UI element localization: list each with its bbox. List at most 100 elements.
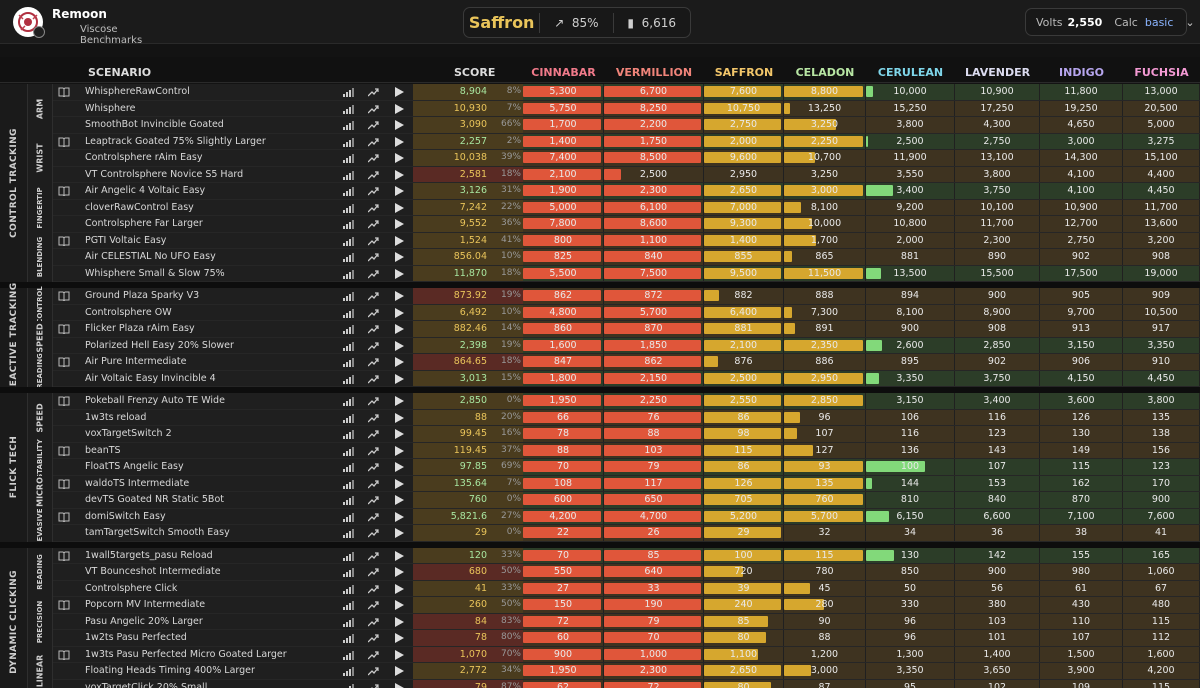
signal-icon[interactable] bbox=[343, 396, 354, 406]
play-icon[interactable] bbox=[395, 357, 406, 367]
guide-book-icon[interactable] bbox=[58, 396, 70, 407]
play-icon[interactable] bbox=[395, 103, 406, 114]
rank-header-cerulean[interactable]: CERULEAN bbox=[877, 66, 944, 79]
chevron-down-icon[interactable]: ⌄ bbox=[1185, 15, 1195, 29]
scenario-name[interactable]: 1w3ts Pasu Perfected Micro Goated Larger bbox=[85, 648, 287, 660]
scenario-name[interactable]: WhisphereRawControl bbox=[85, 86, 190, 97]
signal-icon[interactable] bbox=[343, 512, 354, 522]
scenario-name[interactable]: Pasu Angelic 20% Larger bbox=[85, 615, 203, 627]
rank-header-cinnabar[interactable]: CINNABAR bbox=[531, 66, 596, 79]
trend-chart-icon[interactable] bbox=[367, 650, 379, 660]
play-icon[interactable] bbox=[395, 666, 406, 676]
scenario-name[interactable]: domiSwitch Easy bbox=[85, 510, 166, 522]
signal-icon[interactable] bbox=[343, 120, 354, 130]
play-icon[interactable] bbox=[395, 649, 406, 660]
play-icon[interactable] bbox=[395, 307, 406, 318]
play-icon[interactable] bbox=[395, 291, 406, 301]
rank-header-lavender[interactable]: LAVENDER bbox=[964, 66, 1031, 79]
play-icon[interactable] bbox=[395, 120, 406, 130]
play-icon[interactable] bbox=[395, 583, 406, 594]
trend-chart-icon[interactable] bbox=[367, 666, 379, 676]
trend-chart-icon[interactable] bbox=[367, 413, 379, 423]
play-icon[interactable] bbox=[395, 600, 406, 610]
play-icon[interactable] bbox=[395, 169, 406, 180]
scenario-name[interactable]: Flicker Plaza rAim Easy bbox=[85, 323, 195, 334]
rank-header-celadon[interactable]: CELADON bbox=[795, 66, 855, 79]
guide-book-icon[interactable] bbox=[58, 551, 70, 562]
trend-chart-icon[interactable] bbox=[367, 617, 379, 627]
trend-chart-icon[interactable] bbox=[367, 446, 379, 456]
signal-icon[interactable] bbox=[343, 324, 354, 334]
trend-chart-icon[interactable] bbox=[367, 137, 379, 147]
signal-icon[interactable] bbox=[343, 104, 354, 114]
play-icon[interactable] bbox=[395, 633, 406, 643]
scenario-name[interactable]: FloatTS Angelic Easy bbox=[85, 461, 184, 472]
scenario-name[interactable]: voxTargetClick 20% Small bbox=[85, 681, 208, 688]
signal-icon[interactable] bbox=[343, 528, 354, 538]
signal-icon[interactable] bbox=[343, 446, 354, 456]
trend-chart-icon[interactable] bbox=[367, 528, 379, 538]
signal-icon[interactable] bbox=[343, 308, 354, 318]
guide-book-icon[interactable] bbox=[58, 357, 70, 368]
scenario-name[interactable]: VT Controlsphere Novice S5 Hard bbox=[85, 168, 244, 180]
signal-icon[interactable] bbox=[343, 567, 354, 577]
scenario-name[interactable]: PGTI Voltaic Easy bbox=[85, 234, 167, 246]
play-icon[interactable] bbox=[395, 396, 406, 406]
play-icon[interactable] bbox=[395, 511, 406, 522]
signal-icon[interactable] bbox=[343, 170, 354, 180]
guide-book-icon[interactable] bbox=[58, 479, 70, 490]
trend-chart-icon[interactable] bbox=[367, 512, 379, 522]
scenario-name[interactable]: Controlsphere Click bbox=[85, 582, 178, 594]
avatar[interactable] bbox=[13, 7, 45, 38]
play-icon[interactable] bbox=[395, 153, 406, 163]
scenario-name[interactable]: Popcorn MV Intermediate bbox=[85, 599, 206, 610]
trend-chart-icon[interactable] bbox=[367, 341, 379, 351]
signal-icon[interactable] bbox=[343, 650, 354, 660]
guide-book-icon[interactable] bbox=[58, 446, 70, 457]
rank-header-vermillion[interactable]: VERMILLION bbox=[615, 66, 693, 79]
trend-chart-icon[interactable] bbox=[367, 495, 379, 505]
scenario-name[interactable]: Ground Plaza Sparky V3 bbox=[85, 290, 200, 301]
trend-chart-icon[interactable] bbox=[367, 324, 379, 334]
signal-icon[interactable] bbox=[343, 87, 354, 97]
play-icon[interactable] bbox=[395, 478, 406, 489]
signal-icon[interactable] bbox=[343, 341, 354, 351]
play-icon[interactable] bbox=[395, 550, 406, 561]
guide-book-icon[interactable] bbox=[58, 87, 70, 98]
scenario-name[interactable]: Controlsphere rAim Easy bbox=[85, 152, 203, 163]
signal-icon[interactable] bbox=[343, 252, 354, 262]
signal-icon[interactable] bbox=[343, 462, 354, 472]
trend-chart-icon[interactable] bbox=[367, 186, 379, 196]
guide-book-icon[interactable] bbox=[58, 512, 70, 523]
scenario-name[interactable]: devTS Goated NR Static 5Bot bbox=[85, 494, 224, 505]
guide-book-icon[interactable] bbox=[58, 600, 70, 611]
play-icon[interactable] bbox=[395, 252, 406, 262]
trend-chart-icon[interactable] bbox=[367, 291, 379, 301]
signal-icon[interactable] bbox=[343, 153, 354, 163]
play-icon[interactable] bbox=[395, 268, 406, 279]
scenario-name[interactable]: 1wall5targets_pasu Reload bbox=[85, 549, 213, 561]
trend-chart-icon[interactable] bbox=[367, 567, 379, 577]
scenario-name[interactable]: 1w2ts Pasu Perfected bbox=[85, 632, 187, 643]
signal-icon[interactable] bbox=[343, 357, 354, 367]
trend-chart-icon[interactable] bbox=[367, 584, 379, 594]
play-icon[interactable] bbox=[395, 495, 406, 505]
play-icon[interactable] bbox=[395, 235, 406, 246]
rank-header-indigo[interactable]: INDIGO bbox=[1059, 66, 1104, 79]
trend-chart-icon[interactable] bbox=[367, 479, 379, 489]
play-icon[interactable] bbox=[395, 219, 406, 229]
signal-icon[interactable] bbox=[343, 429, 354, 439]
play-icon[interactable] bbox=[395, 429, 406, 439]
trend-chart-icon[interactable] bbox=[367, 104, 379, 114]
scenario-name[interactable]: Controlsphere OW bbox=[85, 306, 172, 318]
trend-chart-icon[interactable] bbox=[367, 87, 379, 97]
scenario-name[interactable]: Whisphere Small & Slow 75% bbox=[85, 267, 225, 279]
trend-chart-icon[interactable] bbox=[367, 374, 379, 384]
signal-icon[interactable] bbox=[343, 186, 354, 196]
scenario-name[interactable]: SmoothBot Invincible Goated bbox=[85, 119, 224, 130]
signal-icon[interactable] bbox=[343, 479, 354, 489]
scenario-name[interactable]: waldoTS Intermediate bbox=[85, 477, 190, 489]
rank-header-fuchsia[interactable]: FUCHSIA bbox=[1134, 66, 1189, 79]
trend-chart-icon[interactable] bbox=[367, 357, 379, 367]
signal-icon[interactable] bbox=[343, 291, 354, 301]
